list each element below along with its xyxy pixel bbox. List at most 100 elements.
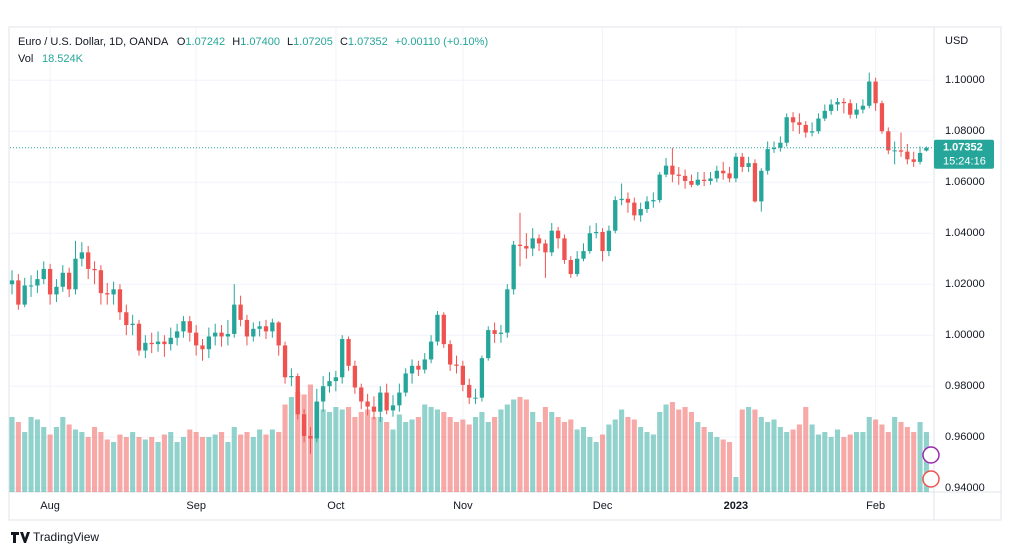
volume-bar: [561, 422, 567, 492]
x-tick-label: 2023: [724, 500, 748, 512]
candle-body: [181, 321, 186, 332]
currency: USD: [945, 35, 968, 47]
volume-bar: [625, 417, 631, 492]
candle-body: [587, 233, 592, 252]
volume-bar: [193, 432, 199, 492]
volume-bar: [130, 432, 136, 492]
candle-body: [784, 117, 789, 143]
volume-bar: [809, 424, 815, 492]
candle-body: [759, 170, 764, 202]
volume-bar: [650, 434, 656, 492]
volume-bar: [612, 419, 618, 492]
candle-body: [168, 337, 173, 345]
frame: [8, 26, 1002, 521]
candle-body: [174, 331, 180, 338]
volume-bar: [238, 434, 244, 492]
candle-body: [511, 244, 516, 290]
volume-bar: [447, 417, 453, 492]
x-tick-label: Sep: [186, 500, 206, 512]
candle-body: [86, 252, 91, 269]
volume-bar: [212, 434, 218, 492]
candle-body: [549, 230, 554, 253]
x-tick-label: Oct: [327, 500, 344, 512]
candle-body: [435, 314, 440, 342]
candle-body: [155, 341, 161, 345]
volume-bar: [485, 422, 491, 492]
volume-bar: [498, 409, 504, 492]
candle-body: [917, 152, 923, 162]
volume-bar: [733, 477, 739, 492]
candle-body: [638, 209, 643, 216]
volume-bar: [276, 432, 282, 492]
volume-bar: [41, 427, 47, 492]
volume-bar: [796, 424, 802, 492]
volume-bar: [676, 409, 682, 492]
candle-body: [708, 178, 713, 181]
volume-bar: [682, 407, 688, 492]
legend-key: O: [177, 36, 186, 48]
candle-body: [124, 312, 129, 326]
candle-body: [47, 268, 53, 295]
candle-body: [416, 365, 421, 370]
candle-body: [308, 435, 313, 439]
volume-bar: [314, 402, 320, 492]
volume-bar: [60, 417, 66, 492]
volume-bar: [593, 442, 599, 492]
candle-body: [16, 280, 21, 305]
volume-bar: [695, 422, 701, 492]
volume-bar: [542, 407, 548, 492]
candle-body: [854, 109, 859, 115]
volume-bar: [104, 439, 110, 492]
candle-body: [879, 103, 885, 132]
candle-body: [54, 286, 59, 295]
candle-body: [276, 322, 281, 346]
candle-body: [41, 268, 46, 280]
volume-bar: [714, 437, 720, 492]
candle-body: [867, 81, 872, 106]
candle-body: [397, 392, 402, 406]
candle-body: [467, 384, 472, 398]
volume-bar: [123, 437, 129, 492]
candle-body: [428, 341, 434, 360]
candle-body: [422, 359, 427, 370]
volume-bar: [600, 434, 606, 492]
legend-key: L: [287, 36, 293, 48]
last-price-box: [934, 139, 994, 169]
volume-bar: [492, 417, 498, 492]
volume-bar: [669, 402, 675, 492]
volume-bar: [269, 429, 275, 492]
candle-body: [67, 272, 72, 290]
candle-body: [606, 230, 612, 252]
volume-bar: [898, 422, 904, 492]
volume-bar: [199, 437, 206, 492]
volume-bar: [180, 437, 186, 492]
volume-bar: [707, 432, 714, 492]
axes: 0.94000 0.96000 0.98000 1.00000 1.02000 1.040…: [10, 74, 994, 512]
logo-mark: [11, 532, 30, 543]
legend-value: 1.07242: [185, 36, 225, 48]
volume-bar: [574, 429, 580, 492]
volume-bar: [434, 409, 440, 492]
candle-body: [200, 345, 205, 350]
volume-bar: [219, 432, 225, 492]
volume-bar: [250, 437, 256, 492]
volume-bar: [352, 417, 358, 492]
volume-bar: [644, 432, 650, 492]
volume-bar: [752, 409, 758, 492]
candle-body: [352, 365, 358, 388]
candle-body: [282, 345, 288, 378]
volume-bar: [638, 427, 644, 492]
candle-body: [676, 174, 681, 176]
volume-bar: [422, 404, 428, 492]
event-icon[interactable]: [922, 446, 940, 464]
candles: [9, 72, 929, 454]
volume-bar: [346, 407, 352, 492]
candle-body: [460, 365, 465, 385]
footer: TradingView: [33, 530, 99, 544]
volume-bar: [155, 442, 161, 492]
candle-body: [206, 336, 211, 350]
volume-bar: [72, 429, 79, 492]
event-icon[interactable]: [922, 470, 940, 488]
candle-body: [340, 339, 345, 378]
candle-body: [314, 401, 319, 439]
